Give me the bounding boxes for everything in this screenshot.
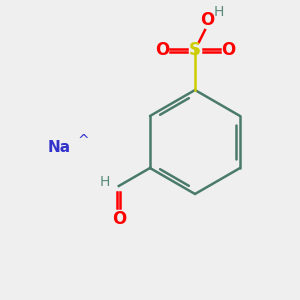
Text: O: O xyxy=(221,41,235,59)
Text: Na: Na xyxy=(48,140,71,155)
Text: O: O xyxy=(112,210,126,228)
Text: O: O xyxy=(155,41,169,59)
Text: H: H xyxy=(214,5,224,19)
Text: O: O xyxy=(200,11,214,29)
Text: H: H xyxy=(100,175,110,189)
Text: ^: ^ xyxy=(78,134,90,148)
Text: S: S xyxy=(189,41,201,59)
